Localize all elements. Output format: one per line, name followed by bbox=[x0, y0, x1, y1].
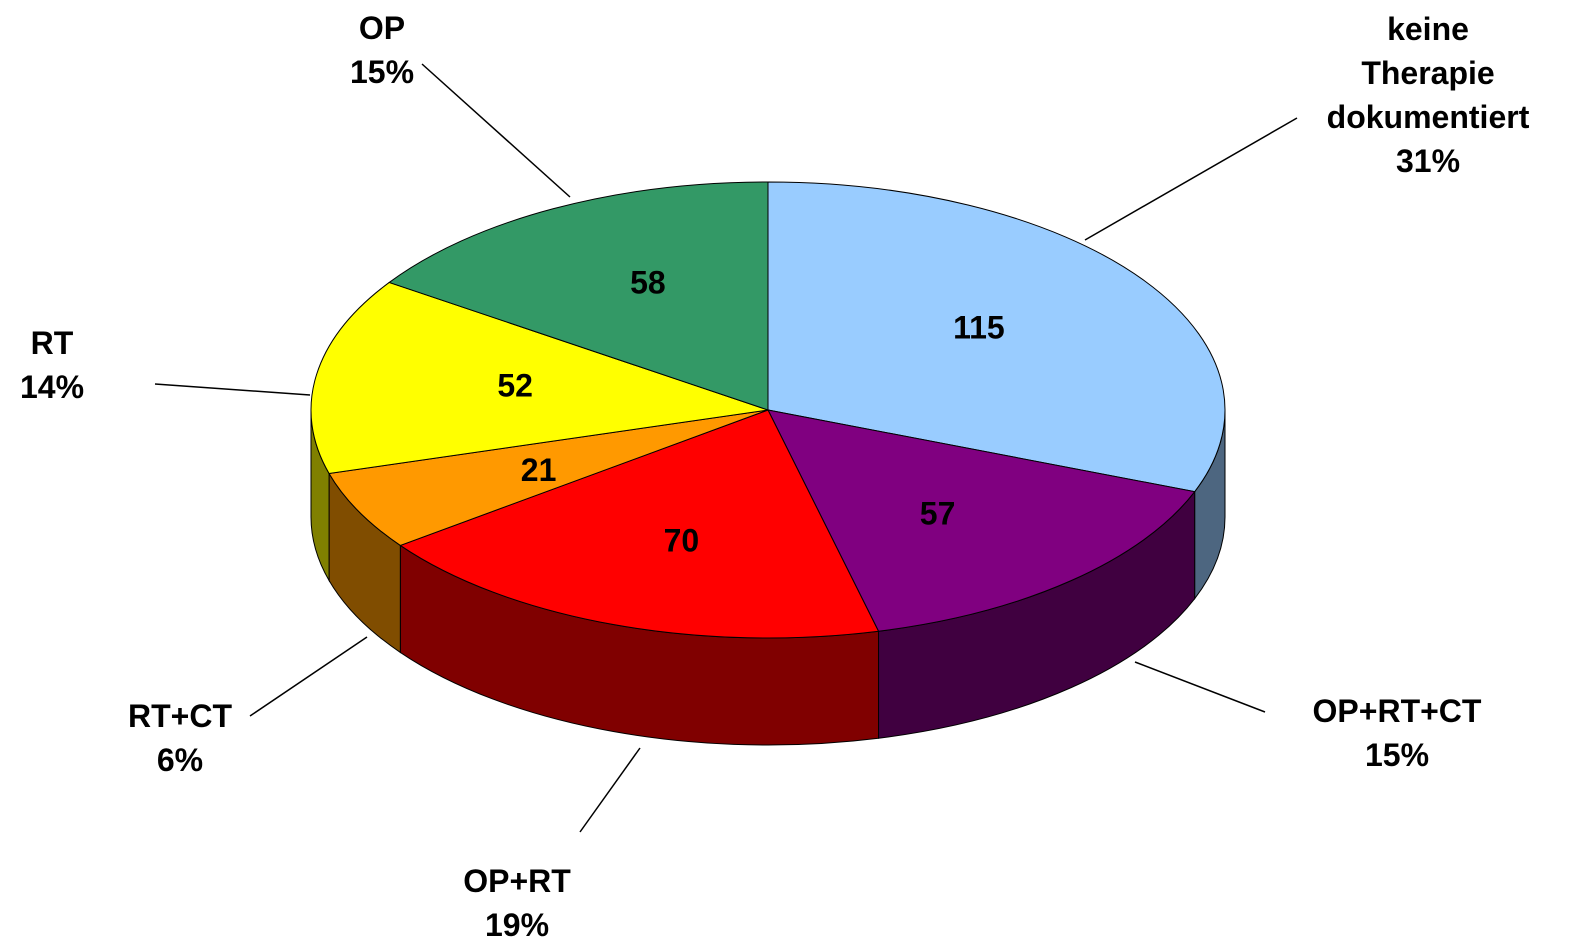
slice bbox=[310, 281, 769, 475]
category-label: keine Therapie dokumentiert bbox=[1326, 11, 1530, 135]
slice bbox=[328, 409, 769, 546]
data-label: 70 bbox=[664, 522, 700, 558]
percent-label: 31% bbox=[1395, 143, 1461, 179]
data-label: 57 bbox=[920, 495, 956, 531]
slice bbox=[399, 409, 880, 639]
percent-label: 6% bbox=[156, 742, 204, 778]
percent-label: 19% bbox=[484, 907, 550, 943]
category-label: OP bbox=[358, 10, 406, 46]
leader-line bbox=[579, 747, 641, 833]
slice-label: RT+CT 6% bbox=[128, 694, 232, 782]
category-label: OP+RT bbox=[463, 863, 571, 899]
category-label: RT+CT bbox=[128, 698, 232, 734]
tops bbox=[310, 181, 1226, 639]
data-label: 21 bbox=[521, 452, 557, 488]
percent-label: 15% bbox=[1364, 737, 1430, 773]
data-label: 52 bbox=[497, 368, 533, 404]
category-label: RT bbox=[30, 325, 74, 361]
slice bbox=[767, 181, 1226, 493]
leader-line bbox=[1084, 117, 1298, 241]
slice-label: OP+RT+CT 15% bbox=[1313, 689, 1482, 777]
percent-label: 15% bbox=[349, 54, 415, 90]
slice-label: OP 15% bbox=[350, 6, 414, 94]
slice-label: keine Therapie dokumentiert 31% bbox=[1327, 7, 1530, 183]
slice-label: RT 14% bbox=[20, 321, 84, 409]
slice bbox=[388, 181, 769, 411]
leader-line bbox=[249, 636, 368, 717]
leader-line bbox=[1134, 661, 1266, 713]
data-label: 58 bbox=[630, 265, 666, 301]
data-label: 115 bbox=[953, 309, 1005, 345]
leader-line bbox=[421, 63, 571, 198]
percent-label: 14% bbox=[19, 369, 85, 405]
leader-line bbox=[154, 383, 311, 396]
category-label: OP+RT+CT bbox=[1312, 693, 1482, 729]
slice bbox=[767, 409, 1196, 632]
slice-label: OP+RT 19% bbox=[463, 859, 571, 947]
